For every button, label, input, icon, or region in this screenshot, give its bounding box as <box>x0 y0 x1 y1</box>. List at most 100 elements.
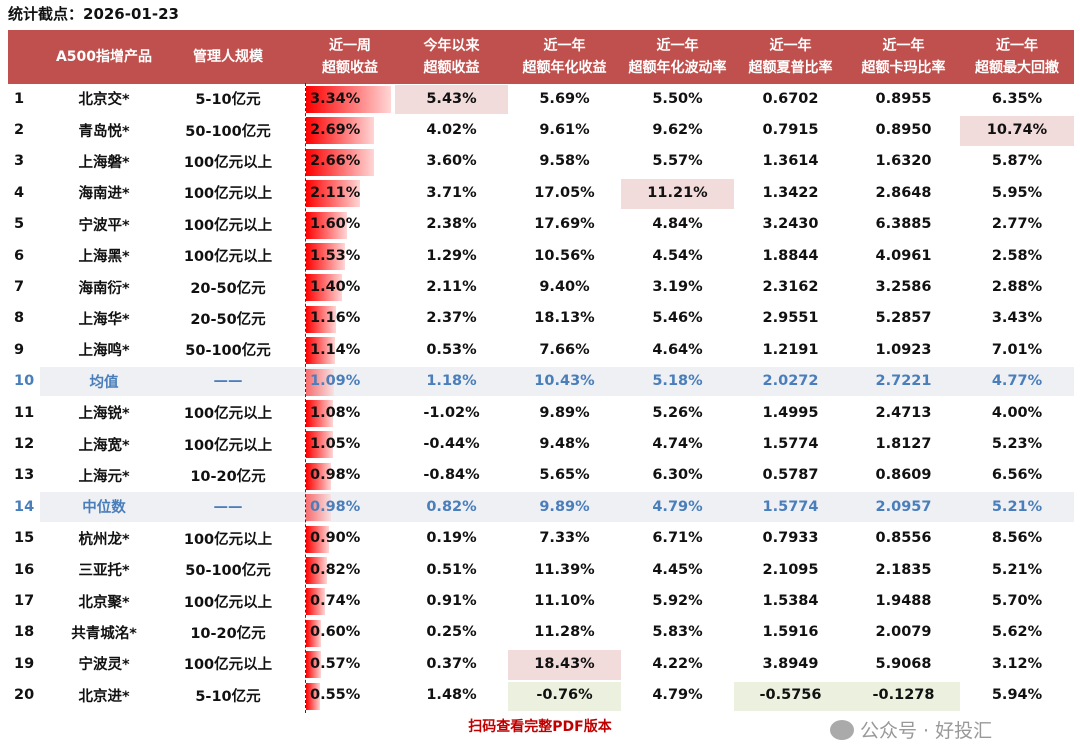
table-cell: 7.01% <box>991 341 1043 358</box>
table-cell: —— <box>213 373 243 390</box>
table-cell: 1.6320 <box>875 153 932 170</box>
table-cell: 4.79% <box>652 498 703 515</box>
table-cell: 0.5787 <box>762 467 819 484</box>
column-header: A500指增产品 <box>40 30 168 84</box>
table-cell: 2.7221 <box>875 373 932 390</box>
column-header-line: 管理人规模 <box>193 49 263 65</box>
table-cell: 18.13% <box>534 310 595 327</box>
table-cell: 海南进* <box>78 186 130 203</box>
table-cell: 11.10% <box>534 593 595 610</box>
table-cell: 2.58% <box>991 247 1043 264</box>
weekly-excess-bar <box>306 494 331 522</box>
table-cell: 0.19% <box>426 530 477 547</box>
table-cell: 青岛悦* <box>78 123 130 140</box>
column-header: 近一年 超额年化收益 <box>508 30 621 84</box>
weekly-excess-bar <box>306 86 391 113</box>
table-cell: 100亿元以上 <box>183 657 273 674</box>
table-cell: -0.1278 <box>872 687 935 704</box>
table-cell: 0.98% <box>310 467 361 484</box>
table-cell: 1.18% <box>426 373 477 390</box>
table-cell: 9.61% <box>539 122 590 139</box>
table-cell: -0.76% <box>536 687 593 704</box>
table-cell: 5.70% <box>991 593 1043 610</box>
column-header: 近一年 超额卡玛比率 <box>847 30 960 84</box>
table-cell: -0.84% <box>423 467 480 484</box>
summary-band <box>40 366 1074 396</box>
table-cell: 17.05% <box>534 184 595 201</box>
table-cell: 3.2586 <box>875 279 932 296</box>
weekly-excess-bar <box>306 651 321 679</box>
table-cell: 1.08% <box>310 404 361 421</box>
table-cell: 2.0272 <box>762 373 819 390</box>
table-cell: 2.1835 <box>875 561 932 578</box>
table-cell: 北京进* <box>78 688 130 705</box>
table-cell: 7.33% <box>539 530 590 547</box>
column-header-line: 近一年 <box>769 38 812 54</box>
table-cell: 2.4713 <box>875 404 932 421</box>
column-header-line: 近一年 <box>996 38 1038 54</box>
table-cell: 5.95% <box>991 184 1043 201</box>
table-cell: 0.37% <box>426 655 477 672</box>
table-row: 11 上海锐* 100亿元以上 1.08% -1.02% 9.89% 5.26% 1.4995… <box>0 397 1080 428</box>
table-cell: 1.2191 <box>762 341 819 358</box>
table-cell: 3.34% <box>310 90 361 107</box>
table-cell: 上海宽* <box>78 437 130 454</box>
watermark-text: 公众号 · 好投汇 <box>860 720 993 742</box>
pdf-version-link[interactable]: 扫码查看完整PDF版本 <box>468 719 612 735</box>
table-cell: 5.57% <box>652 153 703 170</box>
table-cell: 1.53% <box>310 247 361 264</box>
weekly-excess-bar <box>306 305 336 333</box>
table-cell: 6 <box>14 247 25 264</box>
column-header: 近一年 超额最大回撤 <box>960 30 1074 84</box>
table-cell: 0.8556 <box>875 530 932 547</box>
table-cell: 0.82% <box>426 498 477 515</box>
table-cell: 1.09% <box>310 373 361 390</box>
table-cell: 4.79% <box>652 687 703 704</box>
table-cell: 5.23% <box>991 436 1043 453</box>
table-cell: 1.40% <box>310 279 361 296</box>
table-cell: 上海磐* <box>78 154 130 171</box>
table-cell: 6.30% <box>652 467 703 484</box>
table-cell: 6.35% <box>991 90 1043 107</box>
summary-row: 10 均值 —— 1.09% 1.18% 10.43% 5.18% 2.0272 2.7221 4… <box>0 366 1080 397</box>
table-cell: 0.7933 <box>762 530 819 547</box>
table-cell: 12 <box>14 436 35 453</box>
column-header: 今年以来 超额收益 <box>395 30 508 84</box>
table-row: 16 三亚托* 50-100亿元 0.82% 0.51% 11.39% 4.45% 2.109… <box>0 554 1080 585</box>
table-cell: 5.21% <box>991 498 1043 515</box>
wechat-icon <box>830 719 854 740</box>
table-cell: 0.90% <box>310 530 361 547</box>
table-cell: 5.46% <box>652 310 703 327</box>
table-cell: 50-100亿元 <box>185 563 271 580</box>
table-cell: 5.94% <box>991 687 1043 704</box>
column-header-line: 超额年化收益 <box>522 60 607 76</box>
table-row: 5 宁波平* 100亿元以上 1.60% 2.38% 17.69% 4.84% 3.2430 6… <box>0 209 1080 240</box>
table-cell: —— <box>213 498 243 515</box>
table-cell: 2.77% <box>991 216 1043 233</box>
weekly-excess-bar <box>306 557 327 584</box>
table-cell: 6.56% <box>991 467 1043 484</box>
table-cell: 共青城洺* <box>71 625 137 642</box>
column-header: 近一年 超额夏普比率 <box>734 30 847 84</box>
table-cell: 3.2430 <box>762 216 819 233</box>
table-cell: 5.21% <box>991 561 1043 578</box>
table-cell: -1.02% <box>423 404 480 421</box>
table-cell: 0.98% <box>310 498 361 515</box>
table-cell: 北京交* <box>78 92 130 109</box>
table-cell: 10-20亿元 <box>190 468 266 485</box>
table-cell: 4.84% <box>652 216 703 233</box>
table-cell: 3.12% <box>991 655 1043 672</box>
table-cell: -0.5756 <box>759 687 822 704</box>
table-cell: 19 <box>14 655 35 672</box>
table-cell: 0.8955 <box>875 90 932 107</box>
table-row: 17 北京聚* 100亿元以上 0.74% 0.91% 11.10% 5.92% 1.5384… <box>0 585 1080 616</box>
table-cell: 0.82% <box>310 561 361 578</box>
table-cell: 14 <box>14 498 35 515</box>
table-cell: 0.60% <box>310 624 361 641</box>
table-cell: 9 <box>14 341 25 358</box>
table-cell: 5 <box>14 216 25 233</box>
table-cell: 1.29% <box>426 247 477 264</box>
table-cell: 100亿元以上 <box>183 437 273 454</box>
table-cell: 0.8609 <box>875 467 932 484</box>
table-cell: 2.11% <box>426 279 477 296</box>
